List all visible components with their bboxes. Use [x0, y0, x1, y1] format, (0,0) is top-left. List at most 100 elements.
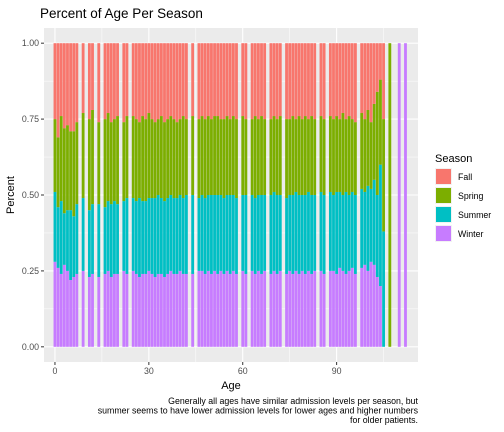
bar-age-82-summer — [310, 195, 313, 274]
bar-age-52-winter — [216, 273, 220, 347]
bar-age-69-fall — [269, 43, 273, 120]
x-tick-label: 60 — [238, 366, 248, 376]
bar-age-40-winter — [178, 270, 182, 347]
bar-age-72-spring — [278, 116, 282, 195]
bar-age-103-fall — [375, 43, 379, 92]
bar-age-0-fall — [53, 43, 57, 120]
bar-age-58-spring — [235, 119, 238, 199]
bar-age-37-fall — [169, 43, 173, 117]
bar-age-86-summer — [322, 195, 326, 274]
bar-age-86-fall — [322, 43, 326, 120]
bar-age-102-fall — [372, 43, 376, 104]
bar-age-48-summer — [203, 198, 207, 274]
bar-age-41-winter — [181, 273, 185, 347]
bar-age-22-winter — [122, 270, 126, 347]
bar-age-104-spring — [379, 79, 382, 165]
bar-age-94-summer — [347, 195, 351, 271]
bar-age-32-spring — [153, 122, 157, 199]
caption-line-3: for older patients. — [350, 415, 418, 425]
bar-age-80-spring — [303, 116, 307, 195]
bar-age-67-fall — [263, 43, 267, 120]
bar-age-55-winter — [225, 270, 229, 347]
bar-age-76-fall — [291, 43, 295, 117]
bar-age-4-summer — [66, 210, 69, 271]
legend-label-fall: Fall — [458, 172, 472, 182]
bar-age-86-spring — [322, 119, 326, 195]
bar-age-2-winter — [59, 273, 63, 347]
bar-age-17-fall — [106, 43, 110, 114]
bar-age-105-spring — [382, 119, 385, 232]
bar-age-38-spring — [172, 119, 176, 199]
bar-age-92-fall — [341, 43, 345, 114]
bar-age-100-summer — [366, 185, 370, 271]
bar-age-101-winter — [369, 261, 373, 347]
bar-age-88-fall — [328, 43, 332, 117]
bar-age-102-summer — [372, 179, 376, 265]
bar-age-28-fall — [141, 43, 144, 117]
bar-age-6-summer — [72, 216, 76, 277]
bar-age-58-summer — [235, 198, 238, 274]
caption-line-2: summer seems to have lower admission lev… — [98, 406, 419, 416]
bar-age-66-winter — [260, 273, 263, 347]
bar-age-83-summer — [313, 195, 317, 271]
bar-age-91-fall — [338, 43, 342, 120]
bar-age-94-spring — [347, 116, 351, 195]
bar-age-33-winter — [156, 273, 160, 347]
bar-age-57-winter — [231, 270, 235, 347]
bar-age-41-summer — [181, 198, 185, 274]
bar-age-3-fall — [62, 43, 66, 129]
chart-title: Percent of Age Per Season — [40, 6, 203, 21]
bar-age-37-summer — [169, 195, 173, 271]
bar-age-79-fall — [300, 43, 304, 120]
bar-age-98-spring — [360, 113, 364, 189]
bar-age-52-summer — [216, 195, 220, 274]
bar-age-17-summer — [106, 201, 110, 271]
bar-age-89-winter — [332, 270, 335, 347]
bar-age-48-winter — [203, 273, 207, 347]
bar-age-37-spring — [169, 116, 173, 195]
bar-age-19-summer — [113, 201, 116, 274]
legend: Season Fall Spring Summer Winter — [435, 153, 491, 242]
bar-age-75-spring — [288, 119, 292, 195]
legend-label-spring: Spring — [458, 191, 484, 201]
bar-age-44-spring — [191, 116, 195, 195]
bar-age-33-summer — [156, 195, 160, 274]
bar-age-30-summer — [147, 198, 151, 271]
bar-age-71-winter — [275, 273, 279, 347]
bar-age-78-winter — [297, 273, 301, 347]
bar-age-82-spring — [310, 116, 313, 195]
bar-age-101-fall — [369, 43, 373, 123]
bar-age-14-spring — [97, 122, 101, 205]
bar-age-23-winter — [125, 273, 129, 347]
bar-age-16-spring — [103, 119, 107, 208]
bar-age-54-fall — [222, 43, 226, 120]
bar-age-79-winter — [300, 270, 304, 347]
bar-age-5-summer — [69, 210, 73, 281]
bar-age-61-spring — [244, 119, 248, 195]
bar-age-69-winter — [269, 273, 273, 347]
bar-age-77-winter — [294, 270, 298, 347]
bar-age-18-winter — [109, 276, 113, 347]
bar-age-64-winter — [253, 273, 257, 347]
bar-age-50-winter — [210, 273, 213, 347]
bar-age-18-summer — [109, 204, 113, 277]
y-tick-label: 0.00 — [22, 342, 39, 352]
bar-age-98-fall — [360, 43, 364, 114]
bar-age-6-spring — [72, 131, 76, 217]
legend-key-spring — [436, 188, 451, 203]
bar-age-99-summer — [363, 191, 367, 265]
bar-age-92-summer — [341, 195, 345, 271]
bar-age-67-winter — [263, 270, 267, 347]
bar-age-18-spring — [109, 122, 113, 205]
bar-age-64-summer — [253, 198, 257, 274]
bar-age-110-winter — [397, 43, 401, 347]
bar-age-46-fall — [197, 43, 201, 120]
bar-age-47-spring — [200, 116, 204, 195]
bar-age-2-fall — [59, 43, 63, 117]
bar-age-70-summer — [272, 191, 276, 271]
bar-age-61-summer — [244, 195, 248, 274]
bar-age-36-spring — [166, 119, 170, 199]
legend-key-summer — [436, 207, 451, 222]
bar-age-29-winter — [144, 273, 148, 347]
bar-age-2-summer — [59, 201, 63, 274]
